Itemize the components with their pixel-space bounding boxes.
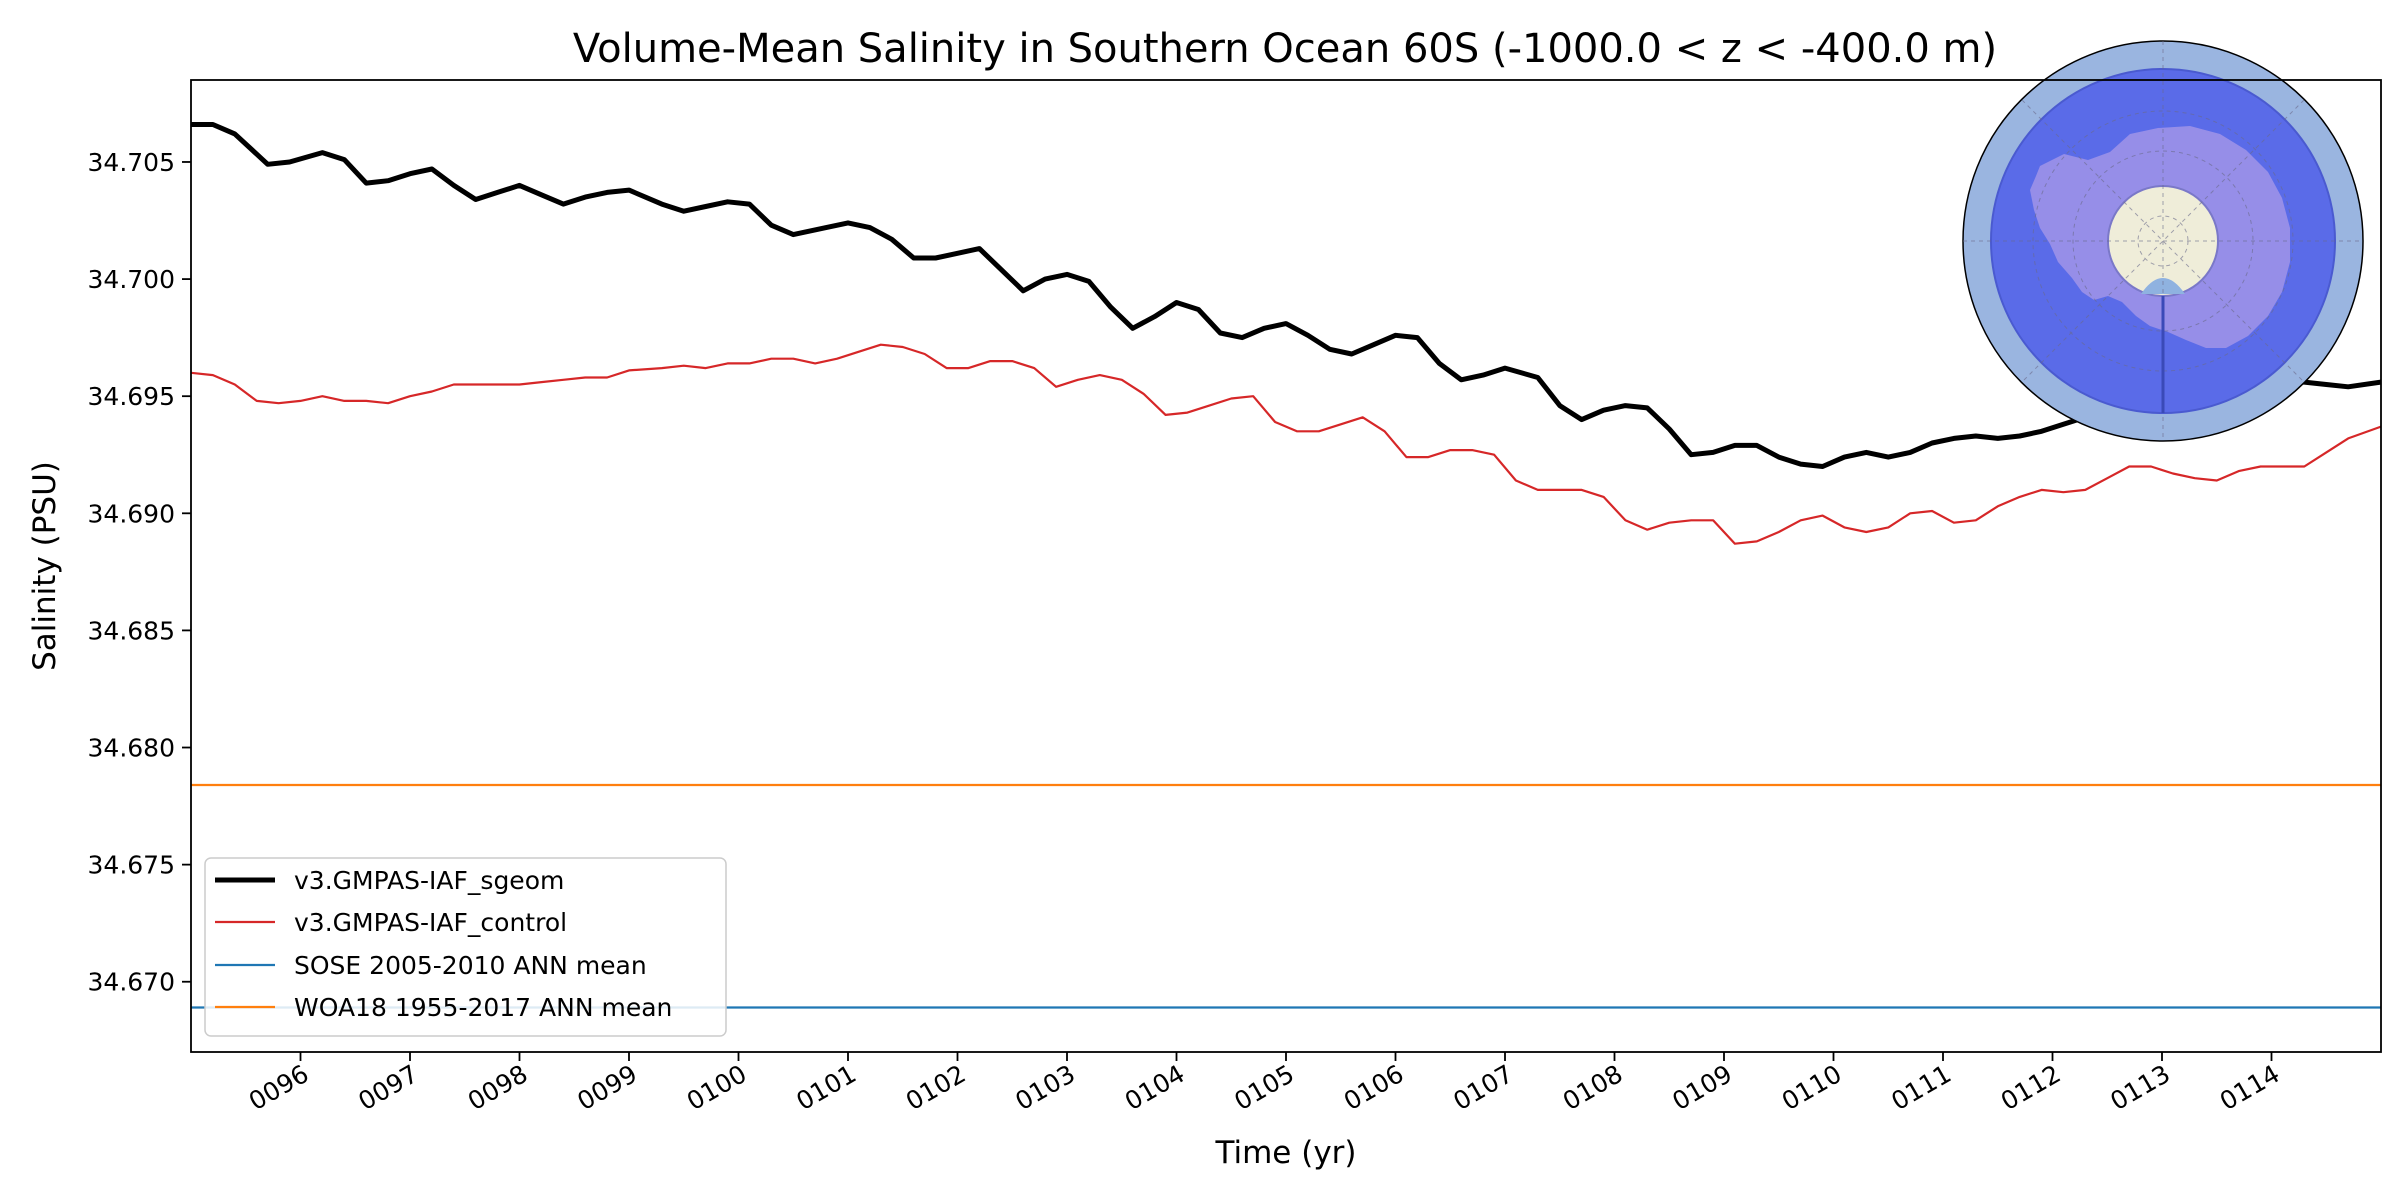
y-tick-label: 34.705: [88, 148, 175, 177]
x-axis-label: Time (yr): [1215, 1135, 1357, 1171]
legend: v3.GMPAS-IAF_sgeom v3.GMPAS-IAF_control …: [204, 857, 727, 1037]
legend-box: [204, 857, 727, 1037]
y-tick-label: 34.700: [88, 265, 175, 294]
legend-label-control: v3.GMPAS-IAF_control: [294, 908, 567, 937]
y-tick-label: 34.675: [88, 851, 175, 880]
y-tick-label: 34.680: [88, 734, 175, 763]
y-tick-label: 34.690: [88, 499, 175, 528]
y-tick-label: 34.695: [88, 382, 175, 411]
inset-graticule: [1963, 41, 2363, 441]
series-line-control: [191, 343, 2381, 545]
y-axis-label: Salinity (PSU): [27, 461, 63, 671]
legend-label-sgeom: v3.GMPAS-IAF_sgeom: [294, 866, 564, 895]
inset-wedge: [2141, 278, 2185, 294]
series-line-sgeom: [191, 122, 2381, 469]
legend-label-woa18: WOA18 1955-2017 ANN mean: [294, 993, 672, 1022]
inset-map: [1962, 40, 2364, 442]
chart-title: Volume-Mean Salinity in Southern Ocean 6…: [573, 26, 1997, 72]
y-tick-label: 34.670: [88, 968, 175, 997]
y-axis: 34.670 34.675 34.680 34.685 34.690 34.695 34.7…: [88, 148, 191, 997]
y-tick-label: 34.685: [88, 616, 175, 645]
legend-label-sose: SOSE 2005-2010 ANN mean: [294, 951, 647, 980]
